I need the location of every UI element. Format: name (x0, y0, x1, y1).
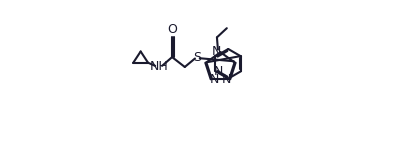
Text: N: N (210, 73, 219, 86)
Text: O: O (167, 23, 176, 36)
Text: N: N (221, 73, 230, 86)
Text: S: S (193, 51, 201, 64)
Text: N: N (214, 65, 223, 78)
Text: N: N (211, 45, 221, 58)
Text: NH: NH (149, 60, 168, 73)
